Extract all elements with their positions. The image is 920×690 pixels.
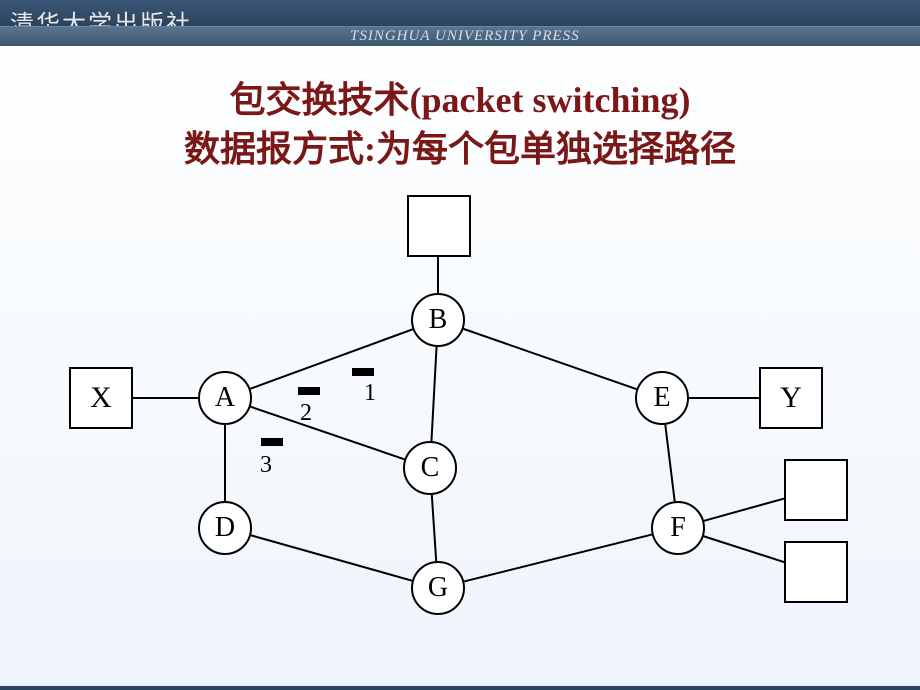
edge [463, 329, 636, 389]
press-english-name: TSINGHUA UNIVERSITY PRESS [350, 28, 580, 45]
edge [464, 535, 652, 582]
host-f1 [784, 459, 848, 521]
node-a: A [198, 371, 252, 425]
network-diagram: A B C D E F G X Y 1 2 3 [0, 190, 920, 650]
edge [431, 347, 436, 441]
slide-title: 包交换技术(packet switching) 数据报方式:为每个包单独选择路径 [0, 76, 920, 173]
title-line-2: 数据报方式:为每个包单独选择路径 [0, 125, 920, 174]
packet-icon [261, 438, 283, 446]
host-f2 [784, 541, 848, 603]
edge [251, 535, 412, 580]
node-c: C [403, 441, 457, 495]
node-b: B [411, 293, 465, 347]
node-g: G [411, 561, 465, 615]
header-bar: 清华大学出版社 TSINGHUA UNIVERSITY PRESS [0, 0, 920, 46]
node-e: E [635, 371, 689, 425]
edge [704, 536, 786, 562]
edge [432, 495, 436, 561]
edge [704, 498, 785, 520]
host-tb [407, 195, 471, 257]
node-d: D [198, 501, 252, 555]
edge [251, 407, 405, 460]
edge [665, 425, 674, 501]
node-f: F [651, 501, 705, 555]
host-y: Y [759, 367, 823, 429]
edge [250, 329, 412, 388]
packet-icon [298, 387, 320, 395]
footer-bar [0, 686, 920, 690]
title-line-1: 包交换技术(packet switching) [0, 76, 920, 125]
packet-label: 3 [260, 452, 272, 479]
packet-label: 2 [300, 400, 312, 427]
host-x: X [69, 367, 133, 429]
packet-icon [352, 368, 374, 376]
packet-label: 1 [364, 380, 376, 407]
